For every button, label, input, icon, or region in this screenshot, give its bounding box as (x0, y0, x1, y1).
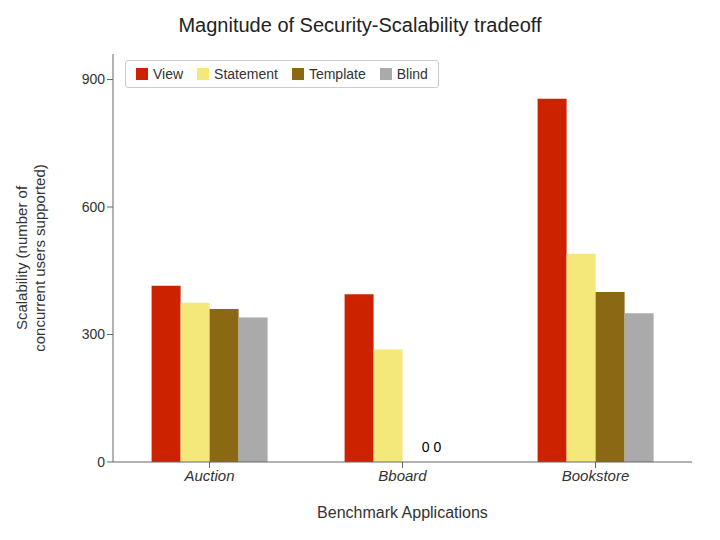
html-text:Template: Template (308, 66, 366, 82)
svg-text:300: 300 (82, 326, 106, 342)
svg-text:Auction: Auction (183, 467, 234, 484)
svg-text:Bboard: Bboard (378, 467, 427, 484)
svg-text:600: 600 (82, 199, 106, 215)
svg-text:0: 0 (97, 454, 105, 470)
html-text:Blind: Blind (396, 66, 428, 82)
html-text:Statement: Statement (214, 66, 278, 82)
svg-text:Bookstore: Bookstore (562, 467, 630, 484)
svg-text:900: 900 (82, 71, 106, 87)
html-text:View: View (153, 66, 184, 82)
html-text:Magnitude of Security-Scalabil: Magnitude of Security-Scalability tradeo… (178, 14, 542, 36)
svg-text:Benchmark Applications: Benchmark Applications (317, 504, 488, 521)
svg-text:0 0: 0 0 (422, 439, 442, 455)
svg-text:Scalability (number ofconcurre: Scalability (number ofconcurrent users s… (13, 164, 48, 352)
